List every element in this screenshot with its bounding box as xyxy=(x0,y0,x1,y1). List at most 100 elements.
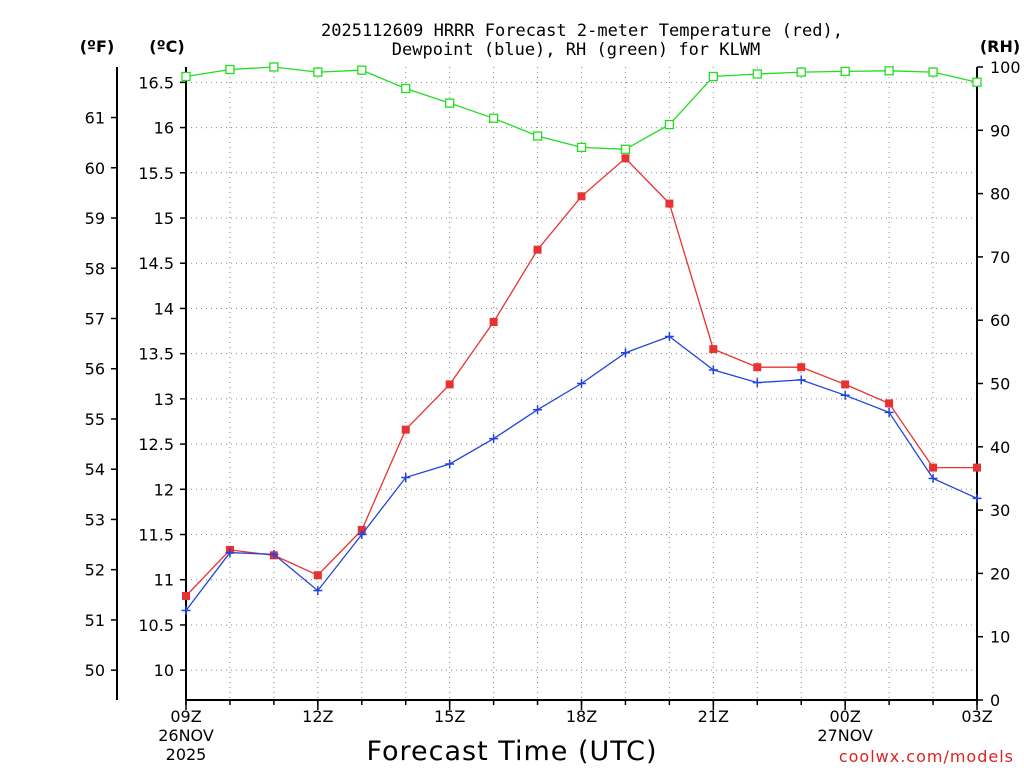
rh-tick-label: 100 xyxy=(990,58,1021,77)
temperature-point xyxy=(401,425,410,434)
dewpoint-point xyxy=(357,530,367,540)
credit-text: coolwx.com/models xyxy=(839,747,1014,766)
rh-tick-label: 60 xyxy=(990,311,1010,330)
x-tick-year-label: 2025 xyxy=(166,745,207,764)
data-series xyxy=(181,62,982,615)
rh-tick-label: 40 xyxy=(990,438,1010,457)
celsius-tick-label: 16.5 xyxy=(138,73,174,92)
x-tick-label: 21Z xyxy=(698,707,729,726)
rh-point xyxy=(357,65,367,75)
temperature-point xyxy=(533,245,542,254)
fahrenheit-unit-label: (ºF) xyxy=(80,37,115,56)
rh-point xyxy=(708,71,718,82)
rh-tick-label: 0 xyxy=(990,691,1000,710)
dewpoint-point xyxy=(796,375,806,385)
rh-point xyxy=(620,144,631,154)
dewpoint-point xyxy=(533,405,543,415)
celsius-tick-label: 15 xyxy=(154,209,174,228)
rh-point xyxy=(576,142,587,153)
x-tick-label: 09Z xyxy=(170,707,201,726)
celsius-tick-label: 13 xyxy=(154,390,174,409)
rh-tick-label: 90 xyxy=(990,121,1010,140)
rh-tick-label: 20 xyxy=(990,564,1010,583)
celsius-tick-label: 10 xyxy=(154,661,174,680)
fahrenheit-tick-label: 61 xyxy=(85,109,105,128)
dewpoint-point xyxy=(664,331,674,341)
celsius-tick-label: 16 xyxy=(154,119,174,138)
rh-point xyxy=(401,83,411,94)
celsius-tick-label: 14 xyxy=(154,299,174,318)
dewpoint-point xyxy=(884,407,894,417)
temperature-point xyxy=(182,592,190,601)
rh-point xyxy=(884,66,894,76)
celsius-tick-label: 12 xyxy=(154,480,174,499)
x-tick-label: 03Z xyxy=(961,707,992,726)
rh-point xyxy=(752,69,762,79)
rh-point xyxy=(488,113,499,123)
celsius-tick-label: 11.5 xyxy=(138,526,174,545)
x-axis-label: Forecast Time (UTC) xyxy=(366,736,657,767)
dewpoint-point xyxy=(577,379,586,388)
fahrenheit-tick-label: 51 xyxy=(85,611,105,630)
temperature-point xyxy=(489,318,498,327)
x-tick-label: 12Z xyxy=(302,707,333,726)
fahrenheit-tick-label: 52 xyxy=(85,561,105,580)
temperature-point xyxy=(621,154,630,163)
rh-tick-label: 80 xyxy=(990,185,1010,204)
rh-tick-label: 30 xyxy=(990,501,1010,520)
dewpoint-point xyxy=(445,459,455,469)
celsius-tick-label: 10.5 xyxy=(138,616,174,635)
fahrenheit-tick-label: 54 xyxy=(85,460,105,479)
temperature-point xyxy=(577,192,586,201)
rh-line xyxy=(185,66,978,150)
x-tick-label: 15Z xyxy=(434,707,465,726)
temperature-point xyxy=(973,463,981,472)
rh-point xyxy=(225,64,235,75)
chart-title-line1: 2025112609 HRRR Forecast 2-meter Tempera… xyxy=(321,21,843,41)
dewpoint-point xyxy=(489,434,499,444)
temperature-point xyxy=(885,399,894,408)
celsius-tick-label: 15.5 xyxy=(138,164,174,183)
dewpoint-point xyxy=(708,365,718,375)
temperature-point xyxy=(841,380,850,389)
rh-unit-label: (RH) xyxy=(980,37,1020,56)
x-tick-label: 00Z xyxy=(830,707,861,726)
celsius-tick-label: 13.5 xyxy=(138,345,174,364)
rh-point xyxy=(181,71,191,82)
rh-point xyxy=(840,66,850,77)
celsius-unit-label: (ºC) xyxy=(149,37,184,56)
dewpoint-point xyxy=(401,473,411,483)
dewpoint-point xyxy=(181,605,191,615)
rh-point xyxy=(269,62,279,72)
temperature-point xyxy=(797,363,806,372)
dewpoint-point xyxy=(225,548,235,558)
fahrenheit-tick-label: 55 xyxy=(85,410,105,429)
x-tick-date-label: 27NOV xyxy=(817,726,873,745)
fahrenheit-tick-label: 57 xyxy=(85,309,105,328)
chart-title-line2: Dewpoint (blue), RH (green) for KLWM xyxy=(392,40,760,60)
rh-point xyxy=(313,67,323,77)
axis-ticks: 10 10.5 11 11.5 12 12.5 13 13.5 14 14.5 15 15.5 16 16… xyxy=(85,58,1021,764)
dewpoint-point xyxy=(269,549,279,559)
x-tick-label: 18Z xyxy=(566,707,597,726)
rh-tick-label: 70 xyxy=(990,248,1010,267)
series-rh xyxy=(181,62,982,154)
temperature-point xyxy=(753,363,762,372)
rh-point xyxy=(796,67,806,77)
dewpoint-point xyxy=(972,493,982,503)
fahrenheit-tick-label: 59 xyxy=(85,209,105,228)
dewpoint-point xyxy=(840,390,850,400)
dewpoint-point xyxy=(928,473,938,483)
temperature-point xyxy=(709,345,718,354)
rh-tick-label: 50 xyxy=(990,375,1010,394)
rh-point xyxy=(532,131,543,141)
celsius-tick-label: 14.5 xyxy=(138,254,174,273)
fahrenheit-tick-label: 58 xyxy=(85,259,105,278)
temperature-point xyxy=(445,380,454,389)
fahrenheit-tick-label: 60 xyxy=(85,159,105,178)
celsius-tick-label: 12.5 xyxy=(138,435,174,454)
dewpoint-point xyxy=(752,378,762,388)
rh-point xyxy=(664,119,675,130)
rh-tick-label: 10 xyxy=(990,628,1010,647)
